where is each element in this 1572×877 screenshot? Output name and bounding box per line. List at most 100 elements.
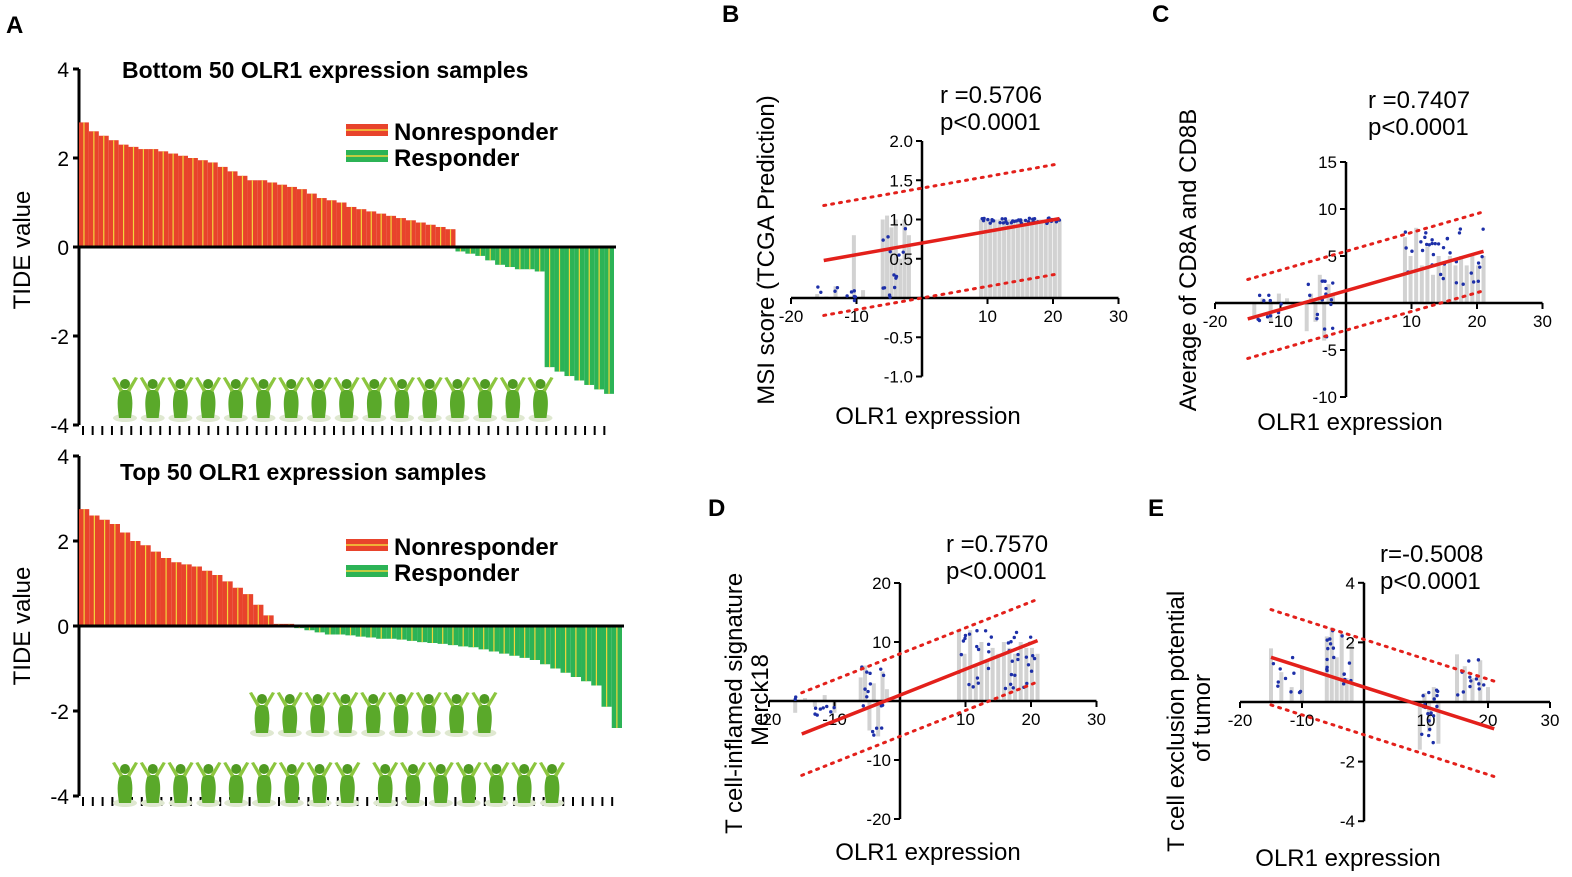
- data-point: [1031, 654, 1035, 658]
- person-right-arm: [387, 762, 399, 777]
- value-bar: [803, 698, 808, 701]
- y-tick-label: 10: [872, 633, 891, 652]
- responder-person-icon: [167, 762, 194, 807]
- value-bar: [1007, 647, 1012, 701]
- value-bar: [985, 659, 990, 701]
- data-point: [1011, 219, 1015, 223]
- data-point: [868, 682, 873, 686]
- data-point: [1431, 252, 1436, 257]
- value-bar: [1020, 219, 1025, 298]
- value-bar: [983, 219, 988, 298]
- data-point: [852, 289, 856, 293]
- r-value: r =0.5706: [940, 82, 1042, 109]
- person-body: [256, 775, 272, 803]
- data-point: [1448, 251, 1452, 255]
- person-head: [258, 379, 269, 389]
- person-head: [259, 764, 269, 774]
- responder-person-icon: [372, 762, 399, 807]
- responder-person-icon: [471, 692, 498, 737]
- y-tick-label: -10: [866, 751, 891, 770]
- person-head: [368, 694, 379, 704]
- responder-person-icon: [223, 762, 250, 807]
- regression-line: [823, 216, 1060, 263]
- ci-upper-line: [1269, 608, 1496, 683]
- person-head: [341, 379, 352, 389]
- data-point: [1029, 669, 1034, 673]
- person-head: [286, 764, 297, 774]
- data-point: [1423, 235, 1427, 240]
- data-point: [1434, 688, 1439, 692]
- person-head: [397, 379, 407, 389]
- data-point: [975, 628, 979, 633]
- data-point: [852, 298, 857, 303]
- data-point: [819, 290, 823, 294]
- person-body: [117, 775, 133, 803]
- value-bar: [1326, 284, 1331, 303]
- data-point: [959, 652, 964, 657]
- x-tick-label: 10: [956, 710, 975, 729]
- value-bar: [1276, 293, 1281, 303]
- data-point: [879, 667, 883, 671]
- responder-person-icon: [222, 377, 249, 422]
- value-bar: [1462, 666, 1467, 702]
- data-point: [813, 712, 817, 716]
- data-point: [868, 671, 872, 676]
- x-tick-label: 10: [1402, 312, 1421, 331]
- legend-label-responder: Responder: [394, 560, 519, 587]
- person-head: [175, 764, 186, 774]
- responder-person-icon: [527, 377, 554, 422]
- person-left-arm: [139, 762, 151, 777]
- data-point: [967, 632, 972, 636]
- data-point: [1330, 326, 1335, 330]
- person-body: [256, 390, 271, 418]
- data-point: [1000, 217, 1004, 221]
- person-right-arm: [347, 692, 359, 707]
- data-point: [1421, 694, 1425, 698]
- data-point: [976, 681, 981, 685]
- value-bar: [1408, 256, 1413, 303]
- data-point: [1477, 682, 1481, 686]
- ci-lower-line: [1269, 703, 1496, 779]
- data-point: [1004, 220, 1008, 224]
- person-left-arm: [112, 762, 123, 777]
- data-point: [1438, 272, 1443, 277]
- data-point: [1467, 659, 1471, 663]
- person-left-arm: [276, 692, 288, 707]
- legend: Nonresponder Responder: [346, 119, 558, 172]
- person-right-arm: [486, 692, 498, 707]
- data-point: [983, 629, 988, 633]
- data-point: [1427, 690, 1431, 695]
- person-right-arm: [320, 377, 332, 392]
- x-tick-label: -20: [1203, 312, 1228, 331]
- data-point: [1279, 302, 1283, 306]
- data-point: [1476, 279, 1481, 284]
- responder-person-icon: [251, 762, 277, 807]
- data-point: [888, 295, 892, 299]
- person-right-arm: [154, 377, 166, 392]
- value-bar: [979, 642, 984, 701]
- person-left-arm: [416, 377, 428, 392]
- person-right-arm: [154, 762, 166, 777]
- person-right-arm: [237, 377, 249, 392]
- data-point: [1298, 689, 1303, 694]
- legend-label-nonresponder: Nonresponder: [394, 119, 558, 146]
- person-right-arm: [265, 377, 277, 392]
- data-point: [1328, 642, 1333, 646]
- data-point: [1427, 243, 1431, 247]
- y-axis-label: TIDE value: [9, 567, 36, 686]
- data-point: [1025, 681, 1029, 686]
- p-value: p<0.0001: [946, 558, 1047, 585]
- data-point: [835, 285, 840, 290]
- person-left-arm: [304, 692, 316, 707]
- data-point: [821, 706, 825, 710]
- y-tick-label: 2: [57, 148, 69, 171]
- x-tick-label: 20: [1022, 710, 1041, 729]
- data-point: [1014, 630, 1019, 635]
- value-bar: [1322, 303, 1327, 341]
- data-point: [1428, 727, 1432, 732]
- data-point: [1331, 281, 1335, 285]
- y-tick-label: 2: [1346, 633, 1355, 652]
- value-bar: [1427, 702, 1432, 732]
- value-bar: [1300, 666, 1304, 702]
- data-point: [1018, 219, 1023, 223]
